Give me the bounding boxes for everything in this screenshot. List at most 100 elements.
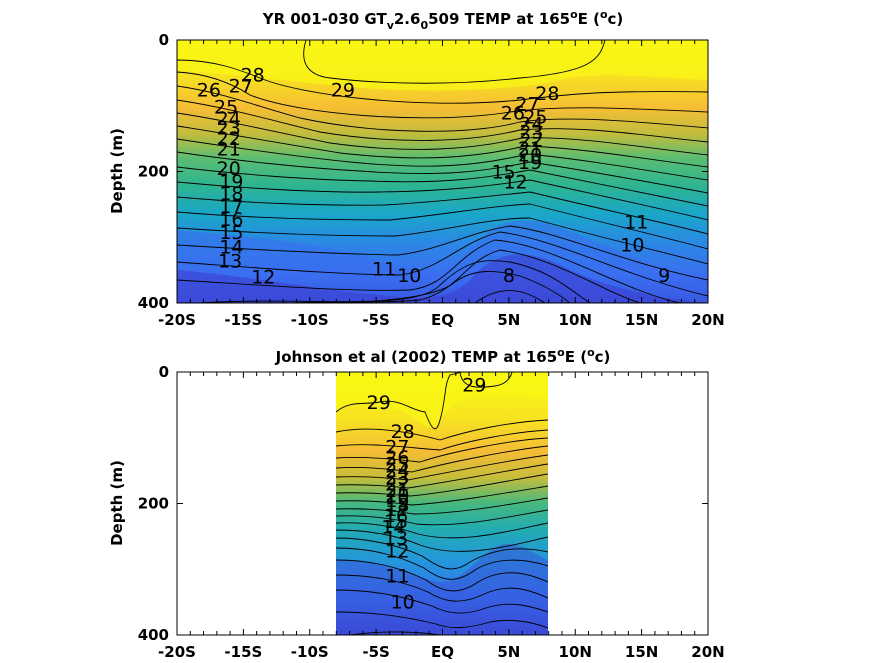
deep-cold-band [336, 543, 548, 635]
contour-label: 12 [503, 172, 527, 194]
isotherm-29 [303, 40, 606, 84]
contour-label: 20 [217, 158, 241, 180]
isotherm-20 [177, 166, 708, 207]
contour-label: 21 [217, 139, 241, 161]
contour-label: 28 [241, 64, 265, 86]
x-tick-label: EQ [431, 311, 454, 329]
contour-label: 22 [519, 130, 543, 152]
y-tick-labels-model: 0 200 400 [138, 31, 169, 312]
contour-label: 11 [372, 258, 396, 280]
x-tick-label: 10N [559, 311, 592, 329]
contour-label: 14 [381, 517, 405, 539]
contour-label: 8 [503, 265, 515, 287]
contour-label: 19 [518, 152, 542, 174]
contour-label: 10 [620, 235, 644, 257]
contour-label: 26 [197, 80, 221, 102]
isotherm-17 [177, 203, 708, 250]
isotherm-24 [177, 112, 708, 156]
contour-label: 29 [462, 375, 486, 397]
isotherm-29-b [459, 372, 513, 388]
isotherm-16 [177, 217, 708, 265]
x-tick-label: -15S [224, 311, 262, 329]
x-tick-label: 20N [691, 311, 724, 329]
isotherm-28 [336, 419, 548, 441]
isotherm-23 [177, 125, 708, 168]
contour-label: 20 [385, 485, 409, 507]
isotherm-22 [336, 473, 548, 497]
contour-label: 21 [385, 480, 409, 502]
x-tick-label: 20N [691, 643, 724, 661]
y-tick-label: 400 [138, 294, 169, 312]
contour-label: 22 [385, 473, 409, 495]
isotherm-29-a [336, 372, 463, 430]
isotherm-17 [336, 529, 548, 552]
isotherm-lines [336, 372, 548, 635]
y-tick-label: 0 [159, 363, 169, 381]
contour-label: 16 [219, 209, 243, 231]
isotherm-16 [336, 537, 548, 570]
isotherm-20 [336, 497, 548, 515]
chart-title-model: YR 001-030 GTv2.60509 TEMP at 165oE (oc) [262, 8, 624, 32]
x-tick-label: -5S [362, 311, 389, 329]
contour-label: 10 [391, 592, 415, 614]
contour-label: 25 [523, 107, 547, 129]
x-tick-label: -15S [224, 643, 262, 661]
contour-label: 14 [219, 237, 243, 259]
isotherm-12 [336, 589, 548, 614]
contour-label: 23 [519, 122, 543, 144]
x-tick-labels-model: -20S -15S -10S -5S EQ 5N 10N 15N 20N [158, 311, 725, 329]
temperature-field-observed: 2929282726252423222120191817161514131211… [336, 372, 548, 635]
isotherm-22 [177, 138, 708, 181]
contour-label: 19 [219, 171, 243, 193]
chart-panel-observed: Johnson et al (2002) TEMP at 165oE (oc) [108, 346, 725, 661]
contour-label: 26 [501, 103, 525, 125]
contour-label: 24 [519, 114, 543, 136]
x-tick-label: EQ [431, 643, 454, 661]
axis-ticks-model [176, 39, 709, 304]
isotherm-13 [177, 239, 681, 303]
x-tick-label: 5N [497, 311, 520, 329]
contour-label: 19 [385, 490, 409, 512]
contour-label: 27 [515, 93, 539, 115]
contour-label: 18 [219, 183, 243, 205]
y-tick-label: 400 [138, 626, 169, 644]
isotherm-lines [177, 40, 708, 303]
y-tick-label: 200 [138, 163, 169, 181]
contour-label: 13 [384, 527, 408, 549]
deep-cold-band [177, 254, 708, 303]
isotherm-19 [177, 179, 708, 221]
contour-label: 28 [535, 83, 559, 105]
contour-label: 24 [385, 460, 409, 482]
isotherm-8 [474, 290, 546, 303]
contour-label: 28 [391, 421, 415, 443]
contour-label: 17 [385, 499, 409, 521]
isotherm-15 [177, 225, 708, 281]
contour-label: 15 [491, 162, 515, 184]
contour-label: 10 [397, 265, 421, 287]
x-tick-label: 15N [625, 643, 658, 661]
isotherm-10 [349, 631, 441, 635]
y-axis-label-observed: Depth (m) [108, 460, 126, 546]
contour-label: 15 [384, 511, 408, 533]
x-tick-label: -10S [291, 311, 329, 329]
isotherm-23 [336, 463, 548, 489]
contour-label: 15 [219, 222, 243, 244]
isotherm-11 [336, 611, 548, 629]
y-tick-label: 0 [159, 31, 169, 49]
isotherm-28 [177, 59, 708, 104]
x-tick-label: 5N [497, 643, 520, 661]
isotherm-21 [336, 485, 548, 506]
contour-label: 27 [385, 437, 409, 459]
contour-label: 24 [217, 108, 241, 130]
contour-label: 26 [385, 447, 409, 469]
contour-label: 29 [367, 392, 391, 414]
isotherm-21 [177, 151, 708, 194]
isotherm-14 [336, 559, 548, 592]
chart-panel-model: YR 001-030 GTv2.60509 TEMP at 165oE (oc) [108, 8, 725, 329]
isotherm-14 [177, 231, 708, 297]
isotherm-15 [336, 547, 548, 580]
contour-label: 18 [385, 494, 409, 516]
